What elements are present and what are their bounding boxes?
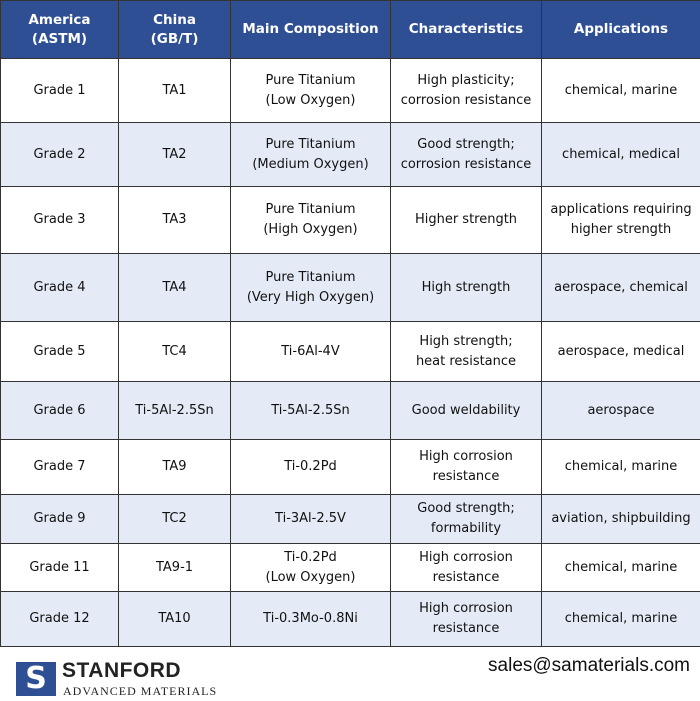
header-cell: Main Composition [231, 1, 391, 59]
table-cell: aerospace, chemical [542, 254, 700, 322]
table-cell: Good strength; corrosion resistance [391, 123, 542, 187]
table-cell: High corrosion resistance [391, 440, 542, 495]
footer: S STANFORD ADVANCED MATERIALS sales@sama… [0, 647, 700, 701]
table-cell: Pure Titanium (Medium Oxygen) [231, 123, 391, 187]
table-cell: Pure Titanium (Very High Oxygen) [231, 254, 391, 322]
table-cell: Grade 6 [1, 382, 119, 440]
table-cell: chemical, medical [542, 123, 700, 187]
table-cell: Ti-3Al-2.5V [231, 495, 391, 544]
table-cell: Pure Titanium (High Oxygen) [231, 187, 391, 254]
table-cell: Good strength; formability [391, 495, 542, 544]
table-cell: Grade 3 [1, 187, 119, 254]
table-cell: TA2 [119, 123, 231, 187]
table-cell: Higher strength [391, 187, 542, 254]
table-cell: chemical, marine [542, 440, 700, 495]
table-cell: TA9 [119, 440, 231, 495]
header-cell: China (GB/T) [119, 1, 231, 59]
header-cell: Applications [542, 1, 700, 59]
table-cell: Grade 1 [1, 59, 119, 123]
table-cell: Grade 9 [1, 495, 119, 544]
table-cell: Grade 4 [1, 254, 119, 322]
table-cell: Pure Titanium (Low Oxygen) [231, 59, 391, 123]
table-cell: Grade 11 [1, 544, 119, 592]
table-cell: Ti-0.3Mo-0.8Ni [231, 592, 391, 647]
table-cell: Ti-0.2Pd (Low Oxygen) [231, 544, 391, 592]
brand-name: STANFORD [62, 659, 181, 683]
header-cell: America (ASTM) [1, 1, 119, 59]
table-cell: High corrosion resistance [391, 544, 542, 592]
table-cell: TA10 [119, 592, 231, 647]
table-cell: High strength [391, 254, 542, 322]
table-cell: Grade 2 [1, 123, 119, 187]
table-cell: TA1 [119, 59, 231, 123]
table-cell: chemical, marine [542, 59, 700, 123]
table-cell: Ti-0.2Pd [231, 440, 391, 495]
grades-table: America (ASTM)China (GB/T)Main Compositi… [0, 0, 700, 647]
table-cell: TC4 [119, 322, 231, 382]
table-cell: aerospace, medical [542, 322, 700, 382]
table-cell: Ti-5Al-2.5Sn [119, 382, 231, 440]
table-cell: chemical, marine [542, 544, 700, 592]
table-cell: TC2 [119, 495, 231, 544]
header-cell: Characteristics [391, 1, 542, 59]
table-cell: Ti-6Al-4V [231, 322, 391, 382]
header-row: America (ASTM)China (GB/T)Main Compositi… [1, 1, 700, 59]
table-cell: TA9-1 [119, 544, 231, 592]
email: sales@samaterials.com [488, 655, 690, 677]
table-cell: aerospace [542, 382, 700, 440]
table-cell: High corrosion resistance [391, 592, 542, 647]
table-cell: Good weldability [391, 382, 542, 440]
table-cell: aviation, shipbuilding [542, 495, 700, 544]
table-cell: TA4 [119, 254, 231, 322]
table-cell: High strength; heat resistance [391, 322, 542, 382]
table-cell: TA3 [119, 187, 231, 254]
logo: S [16, 662, 56, 696]
table-cell: High plasticity; corrosion resistance [391, 59, 542, 123]
table-cell: applications requiring higher strength [542, 187, 700, 254]
table-cell: Grade 7 [1, 440, 119, 495]
table-cell: chemical, marine [542, 592, 700, 647]
table-cell: Grade 5 [1, 322, 119, 382]
table-cell: Ti-5Al-2.5Sn [231, 382, 391, 440]
brand-subtitle: ADVANCED MATERIALS [63, 684, 217, 699]
table-cell: Grade 12 [1, 592, 119, 647]
